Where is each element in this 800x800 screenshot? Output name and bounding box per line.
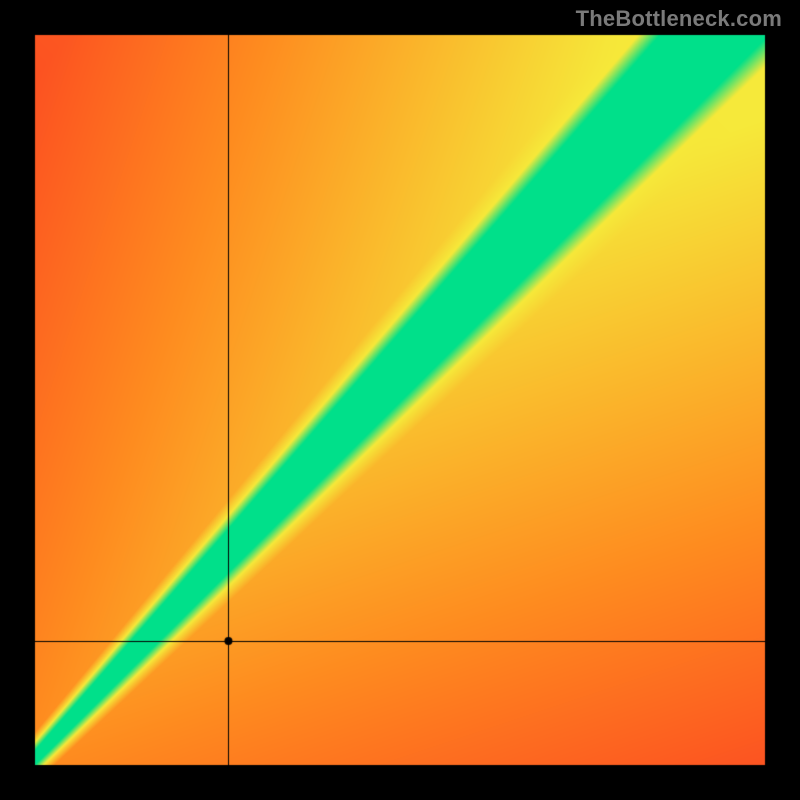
heatmap-canvas bbox=[0, 0, 800, 800]
chart-container: TheBottleneck.com bbox=[0, 0, 800, 800]
watermark-label: TheBottleneck.com bbox=[576, 6, 782, 32]
